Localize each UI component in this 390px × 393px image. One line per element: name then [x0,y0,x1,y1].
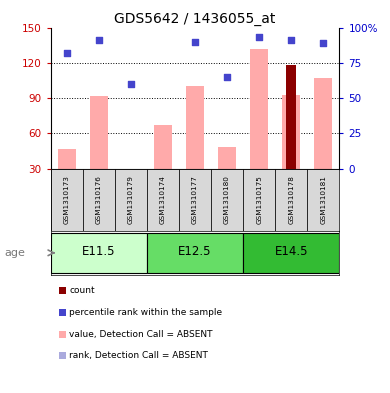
Bar [179,169,211,231]
Text: age: age [4,248,25,258]
Text: GSM1310180: GSM1310180 [224,175,230,224]
Text: E14.5: E14.5 [275,245,308,259]
Text: GSM1310173: GSM1310173 [64,175,70,224]
Text: E12.5: E12.5 [178,245,212,259]
Bar [122,169,140,170]
Title: GDS5642 / 1436055_at: GDS5642 / 1436055_at [114,13,276,26]
Bar [51,169,83,231]
Bar [218,147,236,169]
Text: percentile rank within the sample: percentile rank within the sample [69,308,223,317]
Bar [90,96,108,169]
Text: GSM1310175: GSM1310175 [256,175,262,224]
Point [192,39,198,45]
Bar [186,86,204,169]
Bar [282,95,300,169]
Bar [307,169,339,231]
Bar [211,169,243,231]
Point [64,50,70,56]
Bar [243,169,275,231]
Text: GSM1310179: GSM1310179 [128,175,134,224]
Point [288,37,294,43]
Bar [243,233,339,273]
Text: value, Detection Call = ABSENT: value, Detection Call = ABSENT [69,330,213,338]
Point [128,81,134,87]
Point [320,40,326,46]
Text: GSM1310181: GSM1310181 [320,175,326,224]
Point [96,37,102,43]
Text: GSM1310174: GSM1310174 [160,175,166,224]
Bar [115,169,147,231]
Bar [154,125,172,169]
Text: GSM1310177: GSM1310177 [192,175,198,224]
Bar [275,169,307,231]
Text: GSM1310176: GSM1310176 [96,175,102,224]
Bar [286,65,296,169]
Point [224,74,230,80]
Bar [147,233,243,273]
Text: count: count [69,286,95,295]
Text: GSM1310178: GSM1310178 [288,175,294,224]
Bar [51,233,147,273]
Bar [58,149,76,169]
Bar [250,49,268,169]
Text: rank, Detection Call = ABSENT: rank, Detection Call = ABSENT [69,351,208,360]
Point [256,34,262,40]
Bar [83,169,115,231]
Bar [314,78,332,169]
Bar [147,169,179,231]
Text: E11.5: E11.5 [82,245,115,259]
